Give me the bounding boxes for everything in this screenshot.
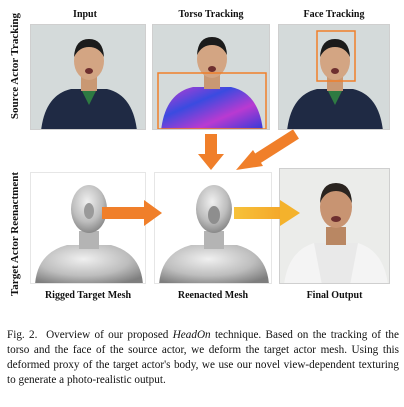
reenacted-mesh-figure [159,185,269,283]
reenacted-mesh-image [154,172,272,284]
figure-caption: Fig. 2. Overview of our proposed HeadOn … [7,328,399,388]
rigged-mesh-figure [35,185,143,283]
reenacted-mesh-label: Reenacted Mesh [177,290,249,301]
caption-technique-name: HeadOn [172,329,211,341]
torso-tracking-figure [153,25,269,129]
input-image [30,24,146,130]
rigged-target-mesh-label: Rigged Target Mesh [44,290,132,301]
caption-pre: Overview of our proposed [46,329,173,341]
final-output-image [279,168,390,284]
caption-label: Fig. 2. [7,329,38,341]
final-output-label: Final Output [306,290,363,301]
face-tracking-image [278,24,390,130]
caption-body: technique. Based on the tracking of the … [7,329,399,386]
mesh-to-reenacted-arrow [102,200,162,226]
source-actor-figure [31,25,145,129]
torso-down-arrow [198,134,224,170]
face-tracking-figure [279,25,389,129]
input-label: Input [73,9,97,20]
reenacted-to-output-arrow [234,200,300,226]
face-bounding-box [316,30,356,82]
torso-bounding-box [157,72,267,129]
torso-tracking-image [152,24,270,130]
face-diagonal-arrow [236,129,299,170]
torso-tracking-label: Torso Tracking [178,9,244,20]
rigged-target-mesh-image [30,172,146,284]
target-actor-figure [280,169,389,283]
face-tracking-label: Face Tracking [303,9,365,20]
